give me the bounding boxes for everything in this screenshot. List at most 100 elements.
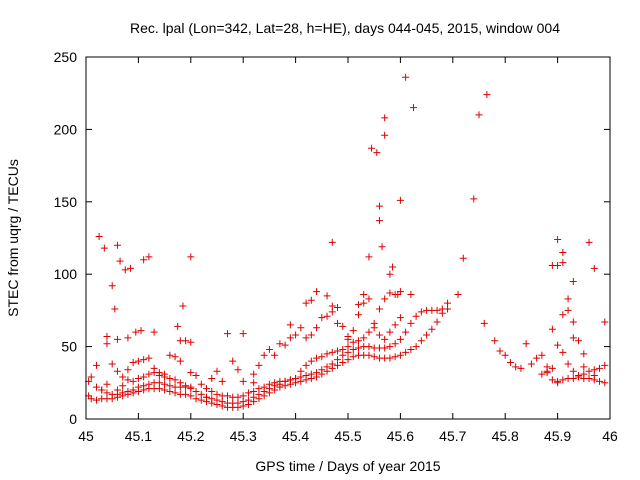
data-point [475, 111, 483, 119]
data-point [512, 363, 520, 371]
data-point [187, 383, 195, 391]
data-point [98, 386, 106, 394]
data-point [313, 288, 321, 296]
data-point [559, 348, 567, 356]
data-point [129, 359, 137, 367]
data-point [239, 377, 247, 385]
data-point [370, 319, 378, 327]
data-point [313, 324, 321, 332]
data-point [580, 350, 588, 358]
data-point [334, 347, 342, 355]
data-point [402, 348, 410, 356]
data-point [103, 332, 111, 340]
data-point [328, 308, 336, 316]
data-point [297, 367, 305, 375]
data-point [354, 337, 362, 345]
data-point [365, 295, 373, 303]
data-point [569, 367, 577, 375]
data-point [203, 385, 211, 393]
data-point [161, 380, 169, 388]
data-point [543, 367, 551, 375]
data-point [564, 360, 572, 368]
data-point [92, 396, 100, 404]
data-point [140, 382, 148, 390]
data-point [360, 299, 368, 307]
data-point [145, 253, 153, 261]
data-point [373, 149, 381, 157]
data-point [389, 263, 397, 271]
data-point [375, 305, 383, 313]
data-point [344, 343, 352, 351]
data-point [454, 290, 462, 298]
data-point [124, 376, 132, 384]
data-point [286, 376, 294, 384]
y-tick-label: 150 [54, 194, 78, 210]
data-point [271, 351, 279, 359]
x-tick-label: 45.1 [125, 428, 152, 444]
data-point [585, 374, 593, 382]
data-point [255, 361, 263, 369]
data-point [192, 372, 200, 380]
data-point [386, 354, 394, 362]
data-point [433, 306, 441, 314]
data-point [323, 312, 331, 320]
data-point [223, 330, 231, 338]
data-point [601, 318, 609, 326]
data-point [140, 256, 148, 264]
data-point [174, 322, 182, 330]
data-point [339, 322, 347, 330]
data-point [368, 144, 376, 152]
data-point [323, 292, 331, 300]
data-point [260, 383, 268, 391]
data-point [323, 363, 331, 371]
chart-title: Rec. lpal (Lon=342, Lat=28, h=HE), days … [130, 20, 560, 36]
data-point [265, 380, 273, 388]
data-point [213, 390, 221, 398]
data-point [423, 331, 431, 339]
data-point [187, 369, 195, 377]
data-point [601, 361, 609, 369]
data-point [391, 321, 399, 329]
x-tick-label: 45.2 [177, 428, 204, 444]
data-point [396, 196, 404, 204]
data-point [569, 374, 577, 382]
data-point [569, 318, 577, 326]
data-point [522, 340, 530, 348]
data-point [349, 338, 357, 346]
data-point [407, 345, 415, 353]
data-point [365, 343, 373, 351]
data-point [244, 389, 252, 397]
data-point [517, 364, 525, 372]
data-point [111, 305, 119, 313]
data-point [381, 295, 389, 303]
data-point [100, 244, 108, 252]
data-point [176, 357, 184, 365]
data-point [239, 330, 247, 338]
data-point [281, 377, 289, 385]
data-point [370, 353, 378, 361]
data-point [433, 318, 441, 326]
data-point [108, 282, 116, 290]
data-point [134, 357, 142, 365]
data-point [271, 379, 279, 387]
data-point [585, 367, 593, 375]
data-point [155, 379, 163, 387]
data-point [286, 334, 294, 342]
data-point [334, 304, 342, 312]
data-point [197, 380, 205, 388]
data-point [255, 385, 263, 393]
data-point [182, 390, 190, 398]
data-point [590, 372, 598, 380]
data-point [533, 354, 541, 362]
data-point [501, 351, 509, 359]
data-point [375, 331, 383, 339]
data-point [470, 195, 478, 203]
data-point [124, 387, 132, 395]
data-point [323, 350, 331, 358]
data-point [197, 390, 205, 398]
data-point [260, 351, 268, 359]
data-point [354, 344, 362, 352]
data-point [596, 364, 604, 372]
data-point [381, 344, 389, 352]
